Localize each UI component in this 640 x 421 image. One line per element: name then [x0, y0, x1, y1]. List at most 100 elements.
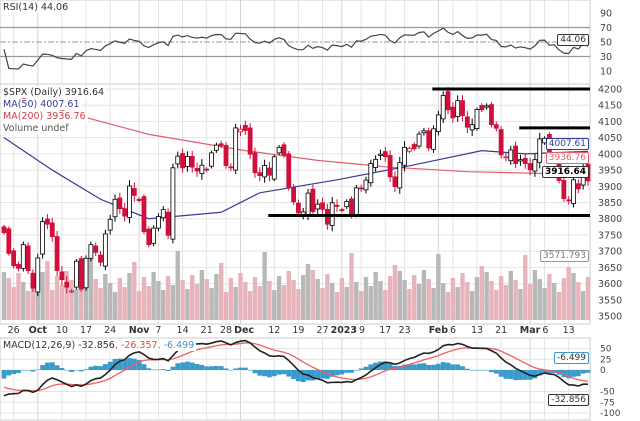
candle-body — [59, 271, 65, 281]
macd-histogram-bar — [421, 363, 427, 370]
volume-bar — [518, 289, 523, 320]
candle-body — [561, 180, 567, 200]
candle-body — [69, 290, 74, 293]
volume-bar — [383, 290, 388, 320]
macd-histogram-bar — [88, 366, 94, 370]
volume-bar — [122, 287, 127, 320]
macd-histogram-bar — [498, 370, 504, 377]
volume-bar — [325, 274, 330, 320]
macd-histogram-bar — [45, 362, 50, 370]
macd-histogram-bar — [484, 370, 490, 371]
volume-bar — [233, 287, 238, 320]
rsi-tick-label: 50 — [600, 38, 612, 49]
macd-histogram-bar — [271, 370, 277, 377]
price-tick-label: 3550 — [598, 295, 622, 306]
candle-body — [194, 168, 200, 172]
volume-bar — [571, 273, 576, 320]
price-tick-label: 3600 — [598, 279, 622, 290]
candle-body — [513, 145, 519, 164]
macd-histogram-bar — [363, 366, 369, 370]
macd-histogram-bar — [233, 368, 239, 370]
macd-histogram-bar — [40, 365, 46, 370]
macd-histogram-bar — [440, 362, 446, 370]
macd-histogram-bar — [460, 366, 465, 370]
candle-body — [213, 144, 219, 151]
macd-histogram-bar — [411, 364, 417, 370]
volume-bar — [180, 280, 185, 320]
candle-body — [474, 109, 480, 129]
macd-histogram-bar — [518, 370, 523, 380]
x-tick-label: 12 — [268, 325, 280, 336]
candle-body — [489, 104, 494, 126]
volume-bar — [161, 290, 166, 320]
macd-histogram-bar — [107, 361, 113, 370]
macd-histogram-bar — [358, 368, 364, 370]
macd-histogram-bar — [170, 366, 176, 370]
candle-body — [464, 116, 470, 128]
volume-bar — [276, 276, 282, 320]
candle-body — [503, 156, 509, 159]
macd-histogram-bar — [445, 362, 451, 370]
candle-body — [271, 156, 277, 180]
macd-histogram-bar — [189, 362, 195, 370]
volume-bar — [40, 272, 45, 320]
macd-histogram-bar — [310, 370, 316, 381]
volume-bar — [141, 277, 147, 320]
macd-histogram-bar — [16, 370, 21, 374]
volume-bar — [368, 286, 374, 320]
rsi-tick-label: 10 — [600, 67, 612, 78]
volume-bar — [542, 288, 547, 320]
volume-bar — [16, 273, 21, 320]
x-tick-label: 7 — [155, 325, 161, 336]
volume-bar — [508, 271, 513, 320]
macd-histogram-bar — [382, 361, 388, 370]
macd-histogram-bar — [513, 370, 519, 381]
volume-bar — [243, 282, 248, 320]
macd-histogram-bar — [204, 366, 210, 370]
candle-body — [238, 128, 243, 133]
macd-histogram-bar — [479, 370, 485, 371]
macd-histogram-bar — [238, 367, 243, 370]
volume-bar — [561, 278, 567, 320]
macd-histogram-bar — [493, 370, 499, 374]
macd-hist-value-tag: -6.499 — [553, 352, 589, 364]
price-tick-label: 4000 — [598, 149, 622, 160]
macd-signal-line — [3, 342, 589, 392]
volume-bar — [136, 291, 142, 320]
volume-value-tag: 3571.793 — [540, 250, 589, 262]
macd-histogram-bar — [54, 365, 60, 370]
volume-bar — [465, 282, 470, 320]
volume-bar — [378, 281, 383, 320]
volume-bar — [416, 284, 422, 320]
macd-legend-hist: , -6.499 — [157, 340, 195, 351]
macd-histogram-bar — [136, 360, 142, 370]
macd-histogram-bar — [78, 370, 84, 372]
volume-bar — [436, 254, 441, 320]
candle-body — [262, 165, 268, 178]
macd-histogram-bar — [575, 370, 581, 377]
macd-histogram-bar — [286, 370, 292, 377]
volume-bar — [228, 278, 234, 320]
x-tick-label: 2023 — [331, 325, 357, 336]
macd-histogram-bar — [213, 365, 219, 370]
macd-histogram-bar — [416, 363, 422, 370]
candle-body — [392, 176, 398, 188]
candle-body — [276, 146, 282, 154]
candle-body — [64, 281, 70, 288]
volume-bar — [45, 261, 50, 320]
candle-body — [175, 155, 181, 165]
volume-bar — [146, 286, 151, 320]
volume-bar — [489, 281, 494, 320]
candle-body — [508, 149, 514, 162]
volume-bar — [421, 270, 427, 320]
price-tick-label: 3750 — [598, 230, 622, 241]
volume-bar — [107, 283, 113, 320]
volume-bar — [445, 292, 451, 320]
volume-bar — [412, 275, 417, 320]
macd-histogram-bar — [561, 370, 567, 378]
volume-bar — [194, 284, 200, 320]
macd-histogram-bar — [49, 362, 55, 370]
candle-body — [373, 158, 379, 168]
volume-legend: Volume undef — [1, 123, 71, 134]
x-tick-label: Feb — [429, 325, 449, 336]
